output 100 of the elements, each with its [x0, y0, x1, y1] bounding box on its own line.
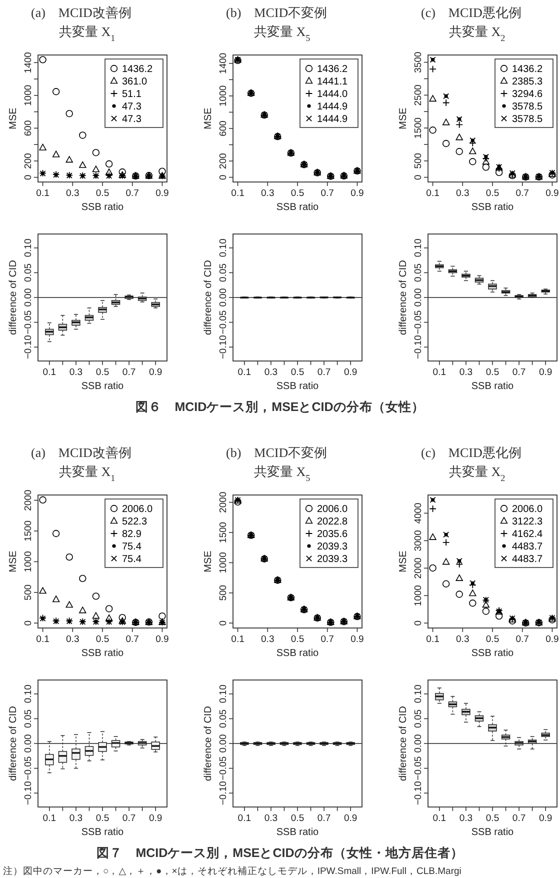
x-tick-label: 0.9: [546, 634, 559, 645]
x-tick-label: 0.5: [486, 634, 500, 645]
y-axis-title: difference of CID: [8, 706, 19, 781]
legend-label: 1436.2: [512, 64, 544, 76]
x-tick-label: 0.1: [426, 188, 440, 199]
legend-label: 361.0: [122, 76, 148, 88]
y-tick-label: −0.05: [218, 310, 229, 334]
y-tick-label: 0.05: [413, 709, 424, 728]
x-axis-title: SSB ratio: [276, 202, 320, 213]
y-tick-label: 600: [218, 120, 229, 136]
legend-label: 4483.7: [512, 542, 544, 553]
x-tick-label: 0.1: [238, 367, 252, 378]
x-tick-label: 0.7: [126, 634, 139, 645]
x-tick-label: 0.7: [320, 634, 334, 645]
legend-item: 4483.7: [502, 542, 543, 553]
y-axis-title: difference of CID: [203, 260, 214, 335]
x-tick-label: 0.3: [261, 188, 274, 199]
legend-label: 2006.0: [317, 504, 348, 516]
x-tick-label: 0.5: [486, 367, 500, 378]
legend-item: 2006.0: [500, 504, 543, 516]
legend-label: 3578.5: [512, 102, 544, 113]
y-tick-label: 0.00: [413, 288, 424, 307]
text: 注）図中のマーカー，○，△，＋，●，×は，それぞれ補正なしモデル，IPW.Small，IPW.Full，CLB.Margi: [3, 865, 462, 877]
legend-label: 4162.4: [512, 529, 544, 540]
x-tick-label: 0.3: [456, 188, 470, 199]
x-tick-label: 0.3: [459, 367, 473, 378]
y-axis-title: MSE: [398, 550, 409, 572]
y-tick-label: 0.00: [413, 734, 424, 753]
x-tick-label: 0.5: [290, 367, 304, 378]
x-tick-label: 0.3: [459, 813, 473, 824]
legend-label: 1444.0: [317, 89, 348, 100]
x-tick-label: 0.7: [317, 367, 331, 378]
x-tick-label: 0.1: [432, 813, 446, 824]
y-axis-title: difference of CID: [203, 706, 214, 781]
y-tick-label: 1000: [23, 551, 34, 572]
y-tick-label: 0.05: [413, 263, 424, 282]
legend-item: 75.4: [111, 554, 142, 566]
y-tick-label: −0.10: [413, 781, 424, 806]
chart-subtitle: 共変量 X$_{5}$: [254, 464, 311, 483]
x-tick-label: 0.1: [426, 634, 440, 645]
x-tick-label: 0.9: [156, 634, 169, 645]
x-tick-label: 0.5: [290, 634, 304, 645]
legend-item: 1436.2: [110, 64, 153, 76]
legend-label: 1444.9: [317, 114, 348, 126]
x-tick-label: 0.1: [231, 634, 244, 645]
y-tick-label: 1400: [218, 52, 229, 74]
y-tick-label: 3500: [413, 52, 424, 73]
y-tick-label: −0.10: [23, 781, 34, 806]
chart-title: (a) MCID改善例: [31, 445, 132, 460]
x-tick-label: 0.3: [264, 367, 278, 378]
legend-item: 3578.5: [502, 102, 543, 113]
x-axis-title: SSB ratio: [471, 381, 514, 392]
y-tick-label: 0.10: [23, 684, 34, 704]
x-tick-label: 0.9: [538, 813, 552, 824]
y-tick-label: 600: [23, 120, 34, 136]
x-tick-label: 0.7: [122, 367, 136, 378]
y-tick-label: 3000: [413, 530, 424, 552]
legend-item: 2006.0: [305, 504, 348, 516]
y-tick-label: 1500: [413, 117, 424, 139]
legend-label: 51.1: [122, 89, 142, 100]
y-tick-label: 0: [23, 174, 34, 180]
x-axis-title: SSB ratio: [81, 648, 124, 659]
legend-label: 82.9: [122, 529, 142, 540]
chart-title: (b) MCID不変例: [226, 5, 328, 20]
x-tick-label: 0.5: [96, 367, 110, 378]
y-tick-label: 1400: [23, 52, 34, 74]
y-tick-label: 2500: [413, 84, 424, 106]
chart-title: (b) MCID不変例: [226, 445, 328, 460]
legend-label: 2039.3: [317, 542, 348, 553]
y-tick-label: −0.10: [413, 335, 424, 360]
legend-label: 3578.5: [512, 114, 544, 126]
y-tick-label: 1000: [23, 84, 34, 106]
y-tick-label: 0.05: [23, 263, 34, 282]
x-tick-label: 0.7: [320, 188, 334, 199]
x-axis-title: SSB ratio: [276, 381, 320, 392]
legend-item: 1444.0: [305, 89, 348, 100]
y-tick-label: 1000: [218, 552, 229, 574]
x-tick-label: 0.7: [317, 813, 331, 824]
legend-label: 75.4: [122, 542, 142, 553]
chart-subtitle: 共変量 X$_{2}$: [449, 464, 506, 483]
legend-item: 2035.6: [305, 529, 348, 540]
y-tick-label: 1000: [218, 85, 229, 106]
x-tick-label: 0.1: [42, 367, 56, 378]
y-tick-label: −0.05: [218, 756, 229, 780]
y-axis-title: difference of CID: [398, 706, 409, 781]
y-tick-label: −0.05: [23, 310, 34, 334]
legend-item: 51.1: [110, 89, 142, 100]
y-tick-label: −0.10: [218, 781, 229, 806]
chart-title: (c) MCID悪化例: [421, 445, 522, 460]
x-tick-label: 0.9: [148, 367, 162, 378]
caption: 図６ MCIDケース別，MSEとCIDの分布（女性）: [136, 400, 424, 414]
chart-title: (c) MCID悪化例: [421, 5, 522, 20]
x-tick-label: 0.9: [546, 188, 559, 199]
y-tick-label: 0: [23, 620, 34, 626]
x-tick-label: 0.1: [36, 634, 50, 645]
y-tick-label: 0: [413, 174, 424, 180]
x-tick-label: 0.9: [344, 367, 358, 378]
y-tick-label: 0.10: [23, 238, 34, 258]
legend-item: 3578.5: [501, 114, 543, 126]
legend-item: 361.0: [110, 76, 148, 88]
